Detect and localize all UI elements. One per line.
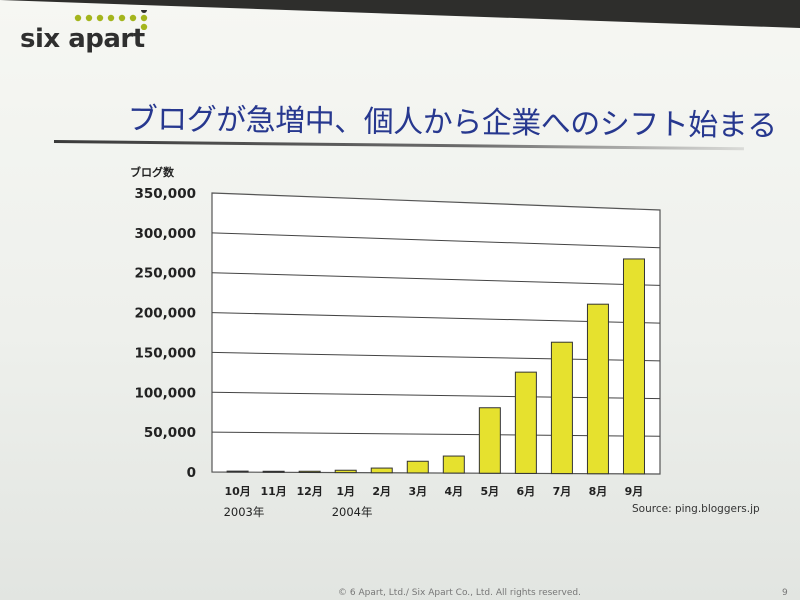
x-tick-label: 5月 <box>481 485 500 498</box>
x-tick-label: 8月 <box>589 485 608 498</box>
y-tick-label: 50,000 <box>144 425 196 441</box>
grid-line <box>211 431 661 437</box>
grid-line <box>211 312 661 324</box>
y-tick-labels: 0 50,000 100,000 150,000 200,000 250,000 300,0… <box>135 186 197 481</box>
bar <box>406 460 429 474</box>
bar <box>226 470 249 473</box>
year-label: 2003年 <box>224 505 265 519</box>
plot-frame <box>211 192 661 475</box>
bars <box>226 258 645 475</box>
bar <box>550 341 573 475</box>
x-tick-label: 3月 <box>408 485 427 498</box>
x-tick-label: 2月 <box>372 485 391 498</box>
grid-line <box>211 232 661 249</box>
page-number: 9 <box>782 588 788 598</box>
source-note: Source: ping.bloggers.jp <box>632 503 760 515</box>
x-tick-label: 4月 <box>444 485 463 498</box>
x-tick-label: 6月 <box>517 485 536 498</box>
six-apart-logo <box>20 4 150 60</box>
copyright-footer: © 6 Apart, Ltd./ Six Apart Co., Ltd. All… <box>338 588 581 598</box>
bar <box>334 469 357 474</box>
grid-line <box>211 351 661 362</box>
bar <box>442 455 465 474</box>
x-tick-label: 9月 <box>625 485 644 498</box>
logo-dots-icon <box>74 10 148 30</box>
year-label: 2004年 <box>332 505 373 519</box>
x-tick-label: 10月 <box>224 485 250 498</box>
bar <box>298 470 321 473</box>
bar <box>262 470 285 473</box>
grid-line <box>211 272 661 286</box>
bar <box>586 303 609 475</box>
year-labels: 2003年 2004年 <box>224 505 373 519</box>
y-tick-label: 0 <box>187 465 196 481</box>
x-tick-label: 11月 <box>260 485 286 498</box>
bar <box>370 467 393 474</box>
x-tick-labels: 10月 11月 12月 1月 2月 3月 4月 5月 6月 7月 8月 9月 <box>224 485 643 498</box>
y-tick-label: 250,000 <box>135 266 197 282</box>
y-tick-label: 200,000 <box>135 306 197 322</box>
grid-lines <box>211 192 661 475</box>
x-tick-label: 12月 <box>297 485 323 498</box>
y-tick-label: 150,000 <box>135 345 197 361</box>
bar <box>622 258 645 475</box>
y-tick-label: 100,000 <box>135 385 197 401</box>
grid-line <box>211 391 661 400</box>
y-axis-label: ブログ数 <box>130 165 175 179</box>
y-tick-label: 300,000 <box>135 226 197 242</box>
logo-text: six apart <box>20 24 145 54</box>
bar <box>478 407 501 474</box>
bar <box>514 371 537 474</box>
x-tick-label: 7月 <box>553 485 572 498</box>
y-tick-label: 350,000 <box>135 186 197 202</box>
x-tick-label: 1月 <box>336 485 355 498</box>
